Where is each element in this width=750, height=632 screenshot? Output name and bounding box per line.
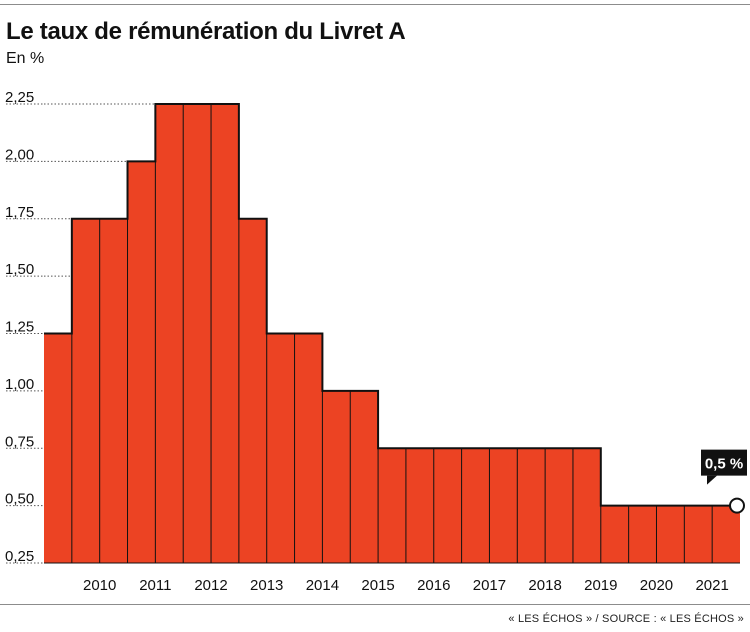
callout-box [701,449,747,476]
x-tick-label: 2013 [250,577,283,594]
chart-subtitle: En % [6,50,45,67]
x-tick-label: 2015 [361,577,394,594]
end-point-marker [729,497,745,514]
x-tick-label: 2021 [695,577,728,594]
y-tick-label: 1,75 [5,204,34,221]
y-tick-label: 0,75 [5,433,34,450]
bottom-rule [0,604,750,605]
x-tick-label: 2012 [194,577,227,594]
x-tick-label: 2011 [139,577,171,594]
y-tick-label: 0,50 [5,491,34,508]
rate-line [44,103,740,507]
source-credit: « LES ÉCHOS » / SOURCE : « LES ÉCHOS » [508,613,744,625]
y-tick-label: 1,25 [5,319,34,336]
chart-title: Le taux de rémunération du Livret A [6,18,406,45]
top-rule [0,4,750,5]
x-tick-label: 2019 [584,577,617,594]
x-tick-label: 2018 [528,577,561,594]
rate-area [44,104,740,563]
x-tick-label: 2014 [306,577,339,594]
y-tick-label: 1,50 [5,261,34,278]
x-tick-label: 2020 [640,577,673,594]
step-area-chart: 0,25 0,50 0,75 1,00 1,25 1,50 1,75 2,00 2,25 2010… [5,89,747,594]
x-tick-label: 2016 [417,577,450,594]
callout-pointer [707,475,717,485]
y-tick-label: 2,25 [5,89,34,106]
y-tick-label: 1,00 [5,376,34,393]
y-tick-label: 2,00 [5,146,34,163]
x-tick-label: 2017 [473,577,506,594]
y-tick-label: 0,25 [5,548,34,565]
x-tick-label: 2010 [83,577,116,594]
callout-label: 0,5 % [705,456,743,473]
